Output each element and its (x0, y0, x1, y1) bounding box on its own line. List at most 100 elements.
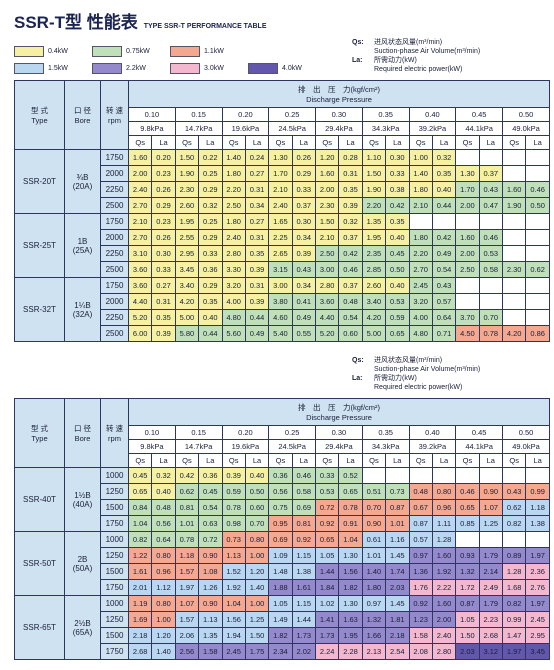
qs-value: 1.48 (268, 563, 293, 580)
legend-item: 3.0kW (170, 63, 248, 74)
title-en: TYPE SSR-T PERFORMANCE TABLE (143, 23, 267, 30)
header-cell: 型 式 Type (14, 398, 65, 468)
la-value: 0.27 (244, 165, 270, 182)
la-value: 0.96 (431, 499, 457, 516)
la-value: 0.56 (151, 515, 176, 532)
la-value: 1.35 (198, 627, 223, 644)
header-en: Bore (74, 434, 91, 443)
header-cell: 转 速 rpm (100, 398, 129, 468)
qs-value: 4.60 (268, 309, 293, 326)
la-header: La (244, 453, 270, 468)
rpm: 2000 (100, 165, 129, 182)
qs-value: 0.36 (268, 467, 293, 484)
header-en: rpm (108, 116, 121, 125)
pressure-kpa: 34.3kPa (361, 439, 410, 454)
la-value: 0.34 (244, 197, 270, 214)
la-value: 0.27 (244, 213, 270, 230)
qs-value: 1.50 (174, 149, 200, 166)
qs-header: Qs (314, 135, 340, 150)
pressure-kpa: 9.8kPa (128, 439, 176, 454)
qs-value: 2.13 (361, 643, 387, 660)
qs-value: 1.32 (361, 611, 387, 628)
qs-value: 1.68 (501, 579, 527, 596)
legend-item: 0.4kW (14, 46, 92, 57)
la-value: 0.46 (478, 229, 504, 246)
pressure-kpa: 14.7kPa (174, 121, 223, 136)
la-value: 0.47 (478, 197, 504, 214)
la-value: 0.30 (291, 213, 317, 230)
la-value: 0.37 (338, 277, 363, 294)
note-key: Qs: (352, 39, 364, 46)
qs-value: 1.95 (174, 213, 200, 230)
qs-value: 1.94 (221, 627, 246, 644)
la-value: 1.30 (338, 595, 363, 612)
empty-cell (525, 245, 550, 262)
la-value: 0.25 (198, 165, 223, 182)
header-row: Qs La Qs La Qs La Qs La Qs La Qs La Qs La Qs La Qs La (15, 453, 550, 468)
qs-value: 4.20 (174, 293, 200, 310)
la-value: 2.76 (525, 579, 550, 596)
legend-label: 3.0kW (204, 65, 224, 72)
bore-a: (50A) (72, 563, 93, 573)
qs-value: 1.92 (221, 579, 246, 596)
la-value: 1.58 (198, 643, 223, 660)
model-bore: 2½B (65A) (64, 595, 101, 660)
qs-value: 1.50 (314, 213, 340, 230)
la-value: 0.53 (385, 293, 410, 310)
qs-value: 0.95 (268, 515, 293, 532)
la-value: 0.71 (431, 325, 457, 342)
la-value: 0.33 (151, 261, 176, 278)
la-value: 0.49 (291, 309, 317, 326)
pressure-kgf: 0.35 (361, 107, 410, 122)
qs-value: 3.40 (174, 277, 200, 294)
qs-value: 1.70 (268, 165, 293, 182)
qs-value: 0.48 (408, 483, 433, 500)
pressure-kgf: 0.35 (361, 425, 410, 440)
la-value: 0.39 (338, 197, 363, 214)
qs-value: 2.08 (408, 643, 433, 660)
la-value: 0.78 (338, 499, 363, 516)
qs-value: 5.20 (127, 309, 153, 326)
la-value: 0.45 (385, 245, 410, 262)
la-value: 0.48 (338, 293, 363, 310)
la-value: 1.92 (431, 563, 457, 580)
qs-value: 0.82 (127, 531, 153, 548)
data-row: 1500 0.84 0.48 0.81 0.54 0.78 0.60 0.75 0.69 0.72… (15, 499, 550, 516)
pressure-kgf: 0.30 (315, 107, 363, 122)
empty-cell (501, 293, 527, 310)
qs-value: 1.70 (455, 181, 480, 198)
pressure-kgf: 0.15 (174, 107, 223, 122)
la-value: 0.33 (385, 165, 410, 182)
note-en: Suction-phase Air Volume(m³/min) (374, 366, 481, 373)
pressure-kgf: 0.20 (221, 107, 270, 122)
pressure-kpa: 24.5kPa (268, 439, 316, 454)
la-value: 2.03 (385, 579, 410, 596)
pressure-header: 排 出 压 力(kgf/cm²) Discharge Pressure (128, 398, 550, 426)
qs-value: 0.51 (361, 483, 387, 500)
qs-value: 2.24 (314, 643, 340, 660)
qs-value: 3.60 (314, 293, 340, 310)
la-value: 1.97 (525, 547, 550, 564)
la-value: 0.34 (291, 277, 317, 294)
la-value: 0.90 (198, 547, 223, 564)
la-value: 0.49 (244, 325, 270, 342)
qs-value: 2.10 (268, 181, 293, 198)
qs-value: 1.41 (314, 611, 340, 628)
empty-cell (501, 467, 527, 484)
rpm: 1250 (100, 611, 129, 628)
rpm: 2250 (100, 181, 129, 198)
la-value: 0.35 (385, 213, 410, 230)
la-value: 1.45 (385, 547, 410, 564)
la-header: La (525, 135, 550, 150)
la-value: 1.08 (198, 563, 223, 580)
la-value: 0.29 (198, 277, 223, 294)
qs-value: 1.80 (361, 579, 387, 596)
la-value: 0.34 (291, 229, 317, 246)
qs-value: 1.40 (361, 563, 387, 580)
la-value: 0.54 (431, 261, 457, 278)
rpm: 1500 (100, 627, 129, 644)
empty-cell (408, 467, 433, 484)
qs-value: 0.84 (127, 499, 153, 516)
la-value: 0.30 (151, 245, 176, 262)
data-row: SSR-25T 1B (25A) 1750 2.10 0.23 1.95 0.25 1.80 0.… (14, 213, 550, 278)
